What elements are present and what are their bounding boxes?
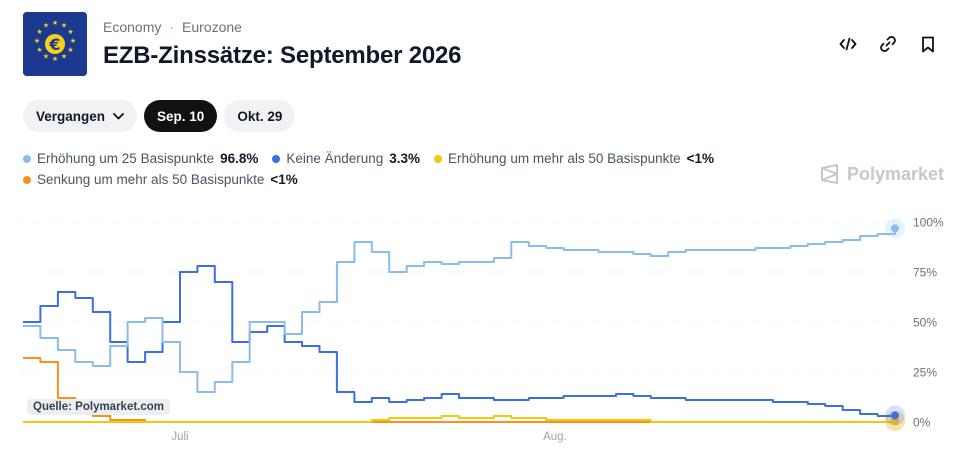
- date-pill-sep-10[interactable]: Sep. 10: [144, 100, 218, 132]
- y-tick-label: 25%: [913, 366, 937, 380]
- svg-text:★: ★: [67, 46, 73, 54]
- series-end-point[interactable]: [891, 417, 899, 425]
- page-title: EZB-Zinssätze: September 2026: [103, 42, 462, 69]
- svg-text:★: ★: [61, 53, 67, 61]
- past-dropdown-label: Vergangen: [36, 108, 106, 124]
- bookmark-button[interactable]: [918, 32, 938, 56]
- bookmark-icon: [922, 36, 934, 52]
- source-label: Quelle: Polymarket.com: [27, 399, 171, 415]
- polymarket-brand: Polymarket: [819, 163, 944, 185]
- svg-text:★: ★: [61, 22, 67, 30]
- polymarket-logo-icon: [820, 164, 838, 184]
- legend-dot: [23, 175, 31, 184]
- series-end-point[interactable]: [891, 224, 899, 233]
- svg-text:€: €: [48, 35, 60, 54]
- header-actions: [838, 32, 938, 56]
- y-tick-label: 0%: [913, 416, 931, 430]
- svg-text:★: ★: [36, 46, 42, 54]
- series-end-point[interactable]: [891, 411, 899, 420]
- series-line[interactable]: [23, 228, 896, 393]
- past-dropdown[interactable]: Vergangen: [23, 100, 138, 132]
- svg-text:★: ★: [67, 28, 73, 36]
- svg-text:★: ★: [52, 55, 58, 63]
- legend-item-cut-50-plus: Senkung um mehr als 50 Basispunkte <1%: [23, 171, 298, 188]
- y-tick-label: 75%: [913, 266, 937, 280]
- chart-legend: Erhöhung um 25 Basispunkte 96.8% Keine Ä…: [23, 150, 803, 188]
- chevron-down-icon: [113, 112, 124, 119]
- svg-text:★: ★: [43, 53, 49, 61]
- legend-item-no-change: Keine Änderung 3.3%: [272, 150, 420, 167]
- eu-flag-euro-icon: ★ ★ ★ ★ ★ ★ ★ ★ ★ ★ ★ ★ €: [23, 12, 87, 76]
- x-tick-label: Aug.: [543, 431, 567, 443]
- series-line[interactable]: [23, 415, 896, 423]
- series-line[interactable]: [23, 265, 896, 417]
- link-icon: [880, 36, 896, 52]
- y-tick-label: 100%: [913, 216, 944, 230]
- breadcrumb-category[interactable]: Economy: [103, 19, 162, 35]
- svg-text:★: ★: [34, 37, 40, 45]
- code-icon: [839, 37, 857, 51]
- x-tick-label: Juli: [171, 431, 188, 443]
- breadcrumb: Economy · Eurozone: [103, 19, 242, 35]
- breadcrumb-separator: ·: [169, 19, 175, 35]
- legend-item-hike-50-plus: Erhöhung um mehr als 50 Basispunkte <1%: [434, 150, 714, 167]
- svg-text:★: ★: [70, 37, 76, 45]
- legend-dot: [434, 154, 443, 163]
- date-filter-bar: Vergangen Sep. 10 Okt. 29: [23, 100, 296, 132]
- embed-button[interactable]: [838, 32, 858, 56]
- svg-text:★: ★: [36, 28, 42, 36]
- svg-text:★: ★: [52, 19, 58, 27]
- legend-dot: [272, 154, 281, 163]
- legend-dot: [23, 154, 31, 163]
- copy-link-button[interactable]: [878, 32, 898, 56]
- y-tick-label: 50%: [913, 316, 937, 330]
- legend-item-hike-25: Erhöhung um 25 Basispunkte 96.8%: [23, 150, 258, 167]
- breadcrumb-subcategory[interactable]: Eurozone: [182, 19, 242, 35]
- svg-text:★: ★: [43, 22, 49, 30]
- date-pill-okt-29[interactable]: Okt. 29: [224, 100, 296, 132]
